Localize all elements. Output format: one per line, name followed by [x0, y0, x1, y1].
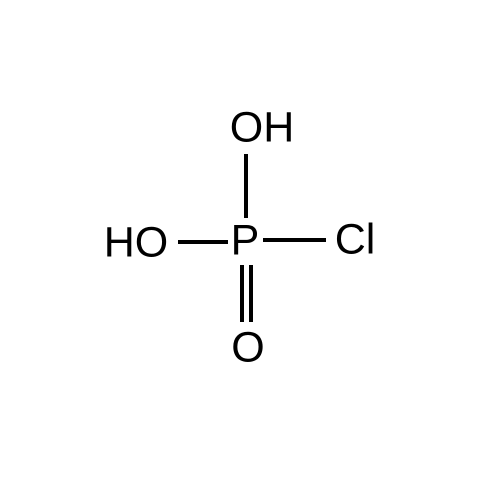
bond-line: [263, 238, 326, 242]
atom-top-oh: OH: [230, 104, 295, 153]
bond-line: [249, 265, 253, 322]
atom-right-cl: Cl: [335, 216, 376, 265]
molecule-canvas: OH HO P Cl O: [0, 0, 500, 500]
bond-line: [178, 240, 228, 244]
atom-bottom-o: O: [231, 324, 264, 373]
bond-line: [244, 154, 248, 218]
bond-line: [240, 265, 244, 322]
atom-center-p: P: [231, 217, 260, 266]
atom-left-ho: HO: [104, 219, 169, 268]
